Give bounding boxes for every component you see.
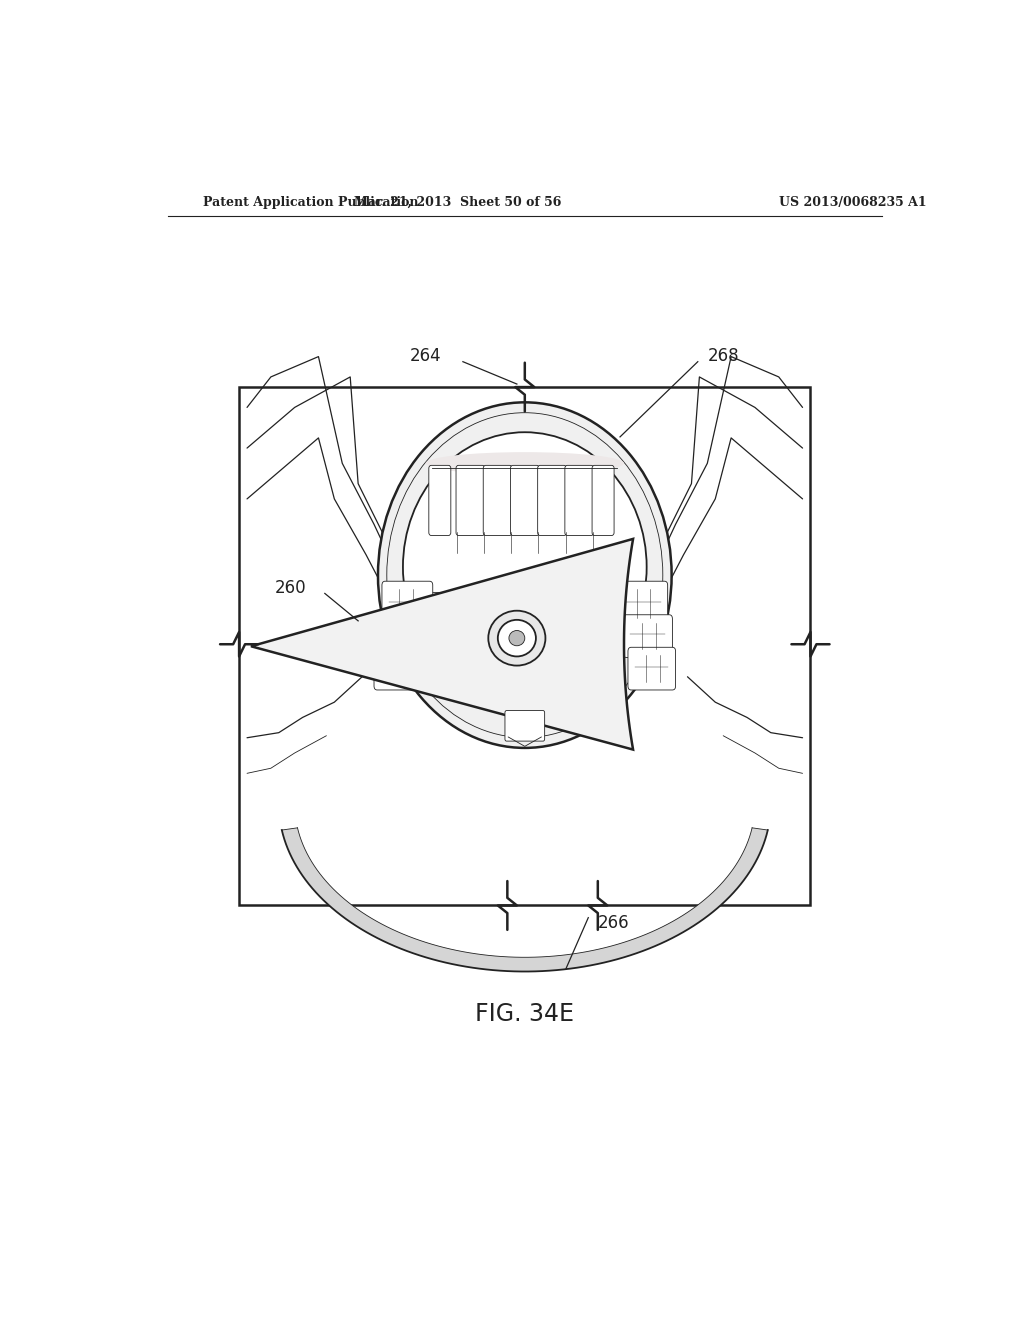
Text: US 2013/0068235 A1: US 2013/0068235 A1 (778, 195, 927, 209)
FancyBboxPatch shape (462, 593, 496, 660)
Text: 266: 266 (598, 913, 630, 932)
FancyBboxPatch shape (505, 710, 545, 741)
Ellipse shape (498, 620, 536, 656)
Ellipse shape (378, 403, 672, 748)
FancyBboxPatch shape (456, 466, 484, 536)
FancyBboxPatch shape (494, 593, 527, 660)
FancyBboxPatch shape (483, 466, 512, 536)
Bar (240, 387, 811, 906)
FancyBboxPatch shape (430, 593, 456, 660)
FancyBboxPatch shape (557, 593, 591, 660)
Text: 260: 260 (274, 579, 306, 598)
FancyBboxPatch shape (628, 647, 676, 690)
FancyBboxPatch shape (616, 581, 668, 626)
FancyBboxPatch shape (624, 615, 673, 657)
Text: FIG. 34E: FIG. 34E (475, 1002, 574, 1026)
Ellipse shape (402, 432, 647, 702)
Text: Mar. 21, 2013  Sheet 50 of 56: Mar. 21, 2013 Sheet 50 of 56 (353, 195, 561, 209)
Polygon shape (251, 539, 633, 750)
FancyBboxPatch shape (565, 466, 594, 536)
Text: Patent Application Publication: Patent Application Publication (204, 195, 419, 209)
Ellipse shape (488, 611, 546, 665)
FancyBboxPatch shape (374, 647, 422, 690)
FancyBboxPatch shape (377, 615, 426, 657)
FancyBboxPatch shape (589, 593, 614, 660)
FancyBboxPatch shape (429, 466, 451, 536)
Ellipse shape (509, 631, 525, 645)
FancyBboxPatch shape (525, 593, 559, 660)
FancyBboxPatch shape (382, 581, 433, 626)
FancyBboxPatch shape (592, 466, 614, 536)
FancyBboxPatch shape (510, 466, 540, 536)
Ellipse shape (426, 453, 624, 474)
FancyBboxPatch shape (538, 466, 566, 536)
Text: 264: 264 (410, 347, 441, 364)
Text: 268: 268 (708, 347, 739, 364)
Polygon shape (282, 828, 768, 972)
